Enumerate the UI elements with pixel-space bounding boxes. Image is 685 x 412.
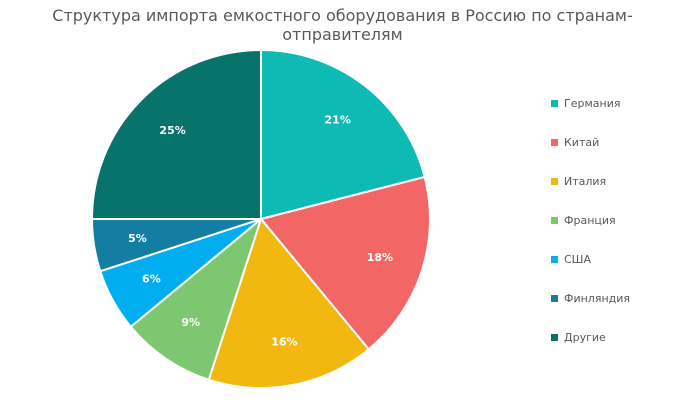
legend-item-2: Китай [551, 123, 681, 162]
legend-label: Китай [564, 136, 600, 149]
legend-item-6: Финляндия [551, 279, 681, 318]
legend-swatch [551, 334, 558, 341]
pie-slice-2 [260, 175, 431, 351]
data-label-7: 25% [159, 124, 185, 137]
legend-swatch [551, 256, 558, 263]
legend-label: Италия [564, 175, 607, 188]
chart-title: Структура импорта емкостного оборудовани… [52, 6, 633, 44]
legend-swatch [551, 100, 558, 107]
data-label-3: 16% [271, 335, 297, 348]
legend-item-7: Другие [551, 318, 681, 357]
legend-item-5: США [551, 240, 681, 279]
pie-slice-1 [260, 49, 426, 220]
data-label-6: 5% [128, 232, 147, 245]
legend-item-4: Франция [551, 201, 681, 240]
legend-label: Другие [564, 331, 606, 344]
legend-swatch [551, 139, 558, 146]
data-label-1: 21% [325, 114, 351, 127]
pie-slice-4 [129, 218, 262, 381]
legend-swatch [551, 178, 558, 185]
legend: Германия Китай Италия Франция США Финляндия Др… [551, 84, 681, 357]
legend-label: Франция [564, 214, 616, 227]
pie-slice-7 [91, 49, 262, 220]
legend-item-3: Италия [551, 162, 681, 201]
legend-label: Финляндия [564, 292, 631, 305]
legend-item-1: Германия [551, 84, 681, 123]
legend-swatch [551, 217, 558, 224]
legend-swatch [551, 295, 558, 302]
data-label-2: 18% [367, 251, 393, 264]
legend-label: США [564, 253, 591, 266]
legend-label: Германия [564, 97, 621, 110]
pie-slice-3 [207, 218, 370, 389]
data-label-5: 6% [142, 273, 161, 286]
data-label-4: 9% [181, 316, 200, 329]
